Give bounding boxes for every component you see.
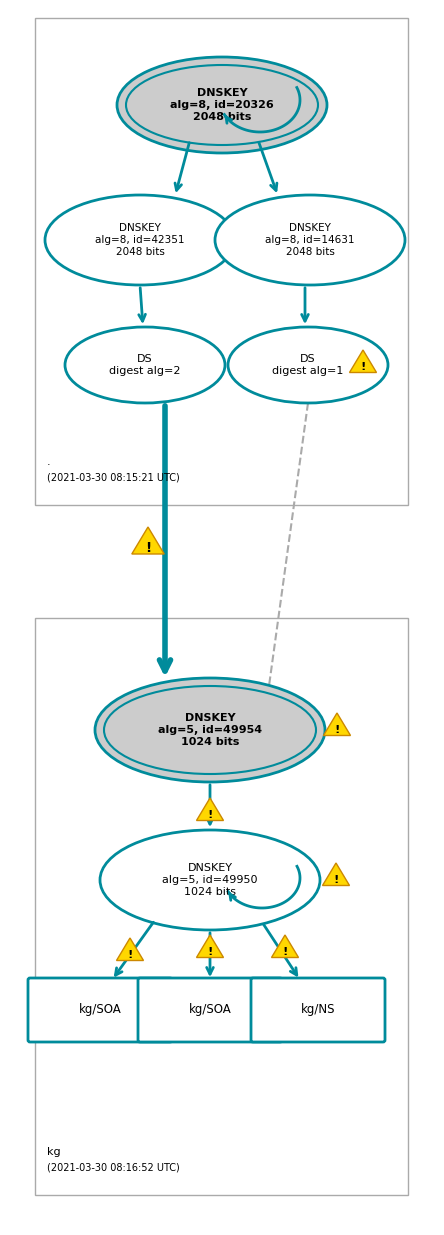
Text: DNSKEY
alg=8, id=20326
2048 bits: DNSKEY alg=8, id=20326 2048 bits — [170, 88, 274, 122]
Text: DS
digest alg=2: DS digest alg=2 — [109, 353, 181, 377]
Text: !: ! — [127, 950, 133, 961]
Polygon shape — [271, 935, 298, 957]
FancyBboxPatch shape — [28, 978, 172, 1042]
Polygon shape — [324, 713, 350, 736]
FancyBboxPatch shape — [251, 978, 385, 1042]
Text: kg: kg — [47, 1147, 61, 1157]
Text: !: ! — [207, 810, 213, 820]
FancyBboxPatch shape — [138, 978, 282, 1042]
Text: DNSKEY
alg=8, id=14631
2048 bits: DNSKEY alg=8, id=14631 2048 bits — [265, 222, 355, 257]
Ellipse shape — [228, 327, 388, 403]
Text: !: ! — [145, 541, 151, 555]
Text: DNSKEY
alg=5, id=49950
1024 bits: DNSKEY alg=5, id=49950 1024 bits — [162, 862, 258, 898]
Ellipse shape — [95, 678, 325, 782]
Ellipse shape — [126, 65, 318, 144]
Text: kg/SOA: kg/SOA — [79, 1004, 121, 1016]
Text: kg/SOA: kg/SOA — [189, 1004, 231, 1016]
Ellipse shape — [104, 685, 316, 774]
FancyBboxPatch shape — [35, 618, 408, 1195]
Text: DS
digest alg=1: DS digest alg=1 — [272, 353, 344, 377]
Ellipse shape — [45, 195, 235, 285]
Text: (2021-03-30 08:16:52 UTC): (2021-03-30 08:16:52 UTC) — [47, 1163, 180, 1173]
Ellipse shape — [100, 830, 320, 930]
FancyBboxPatch shape — [35, 19, 408, 505]
Text: .: . — [47, 457, 51, 467]
Text: DNSKEY
alg=5, id=49954
1024 bits: DNSKEY alg=5, id=49954 1024 bits — [158, 713, 262, 747]
Text: !: ! — [207, 947, 213, 957]
Text: DNSKEY
alg=8, id=42351
2048 bits: DNSKEY alg=8, id=42351 2048 bits — [95, 222, 185, 257]
Polygon shape — [197, 935, 223, 957]
Polygon shape — [322, 863, 349, 885]
Ellipse shape — [215, 195, 405, 285]
Polygon shape — [116, 939, 143, 961]
Ellipse shape — [65, 327, 225, 403]
Text: !: ! — [361, 362, 366, 372]
Ellipse shape — [117, 57, 327, 153]
Text: !: ! — [282, 947, 288, 957]
Polygon shape — [197, 798, 223, 820]
Polygon shape — [132, 527, 164, 555]
Text: kg/NS: kg/NS — [301, 1004, 335, 1016]
Text: !: ! — [333, 876, 339, 885]
Text: (2021-03-30 08:15:21 UTC): (2021-03-30 08:15:21 UTC) — [47, 473, 180, 483]
Text: !: ! — [334, 725, 340, 735]
Polygon shape — [349, 350, 377, 373]
